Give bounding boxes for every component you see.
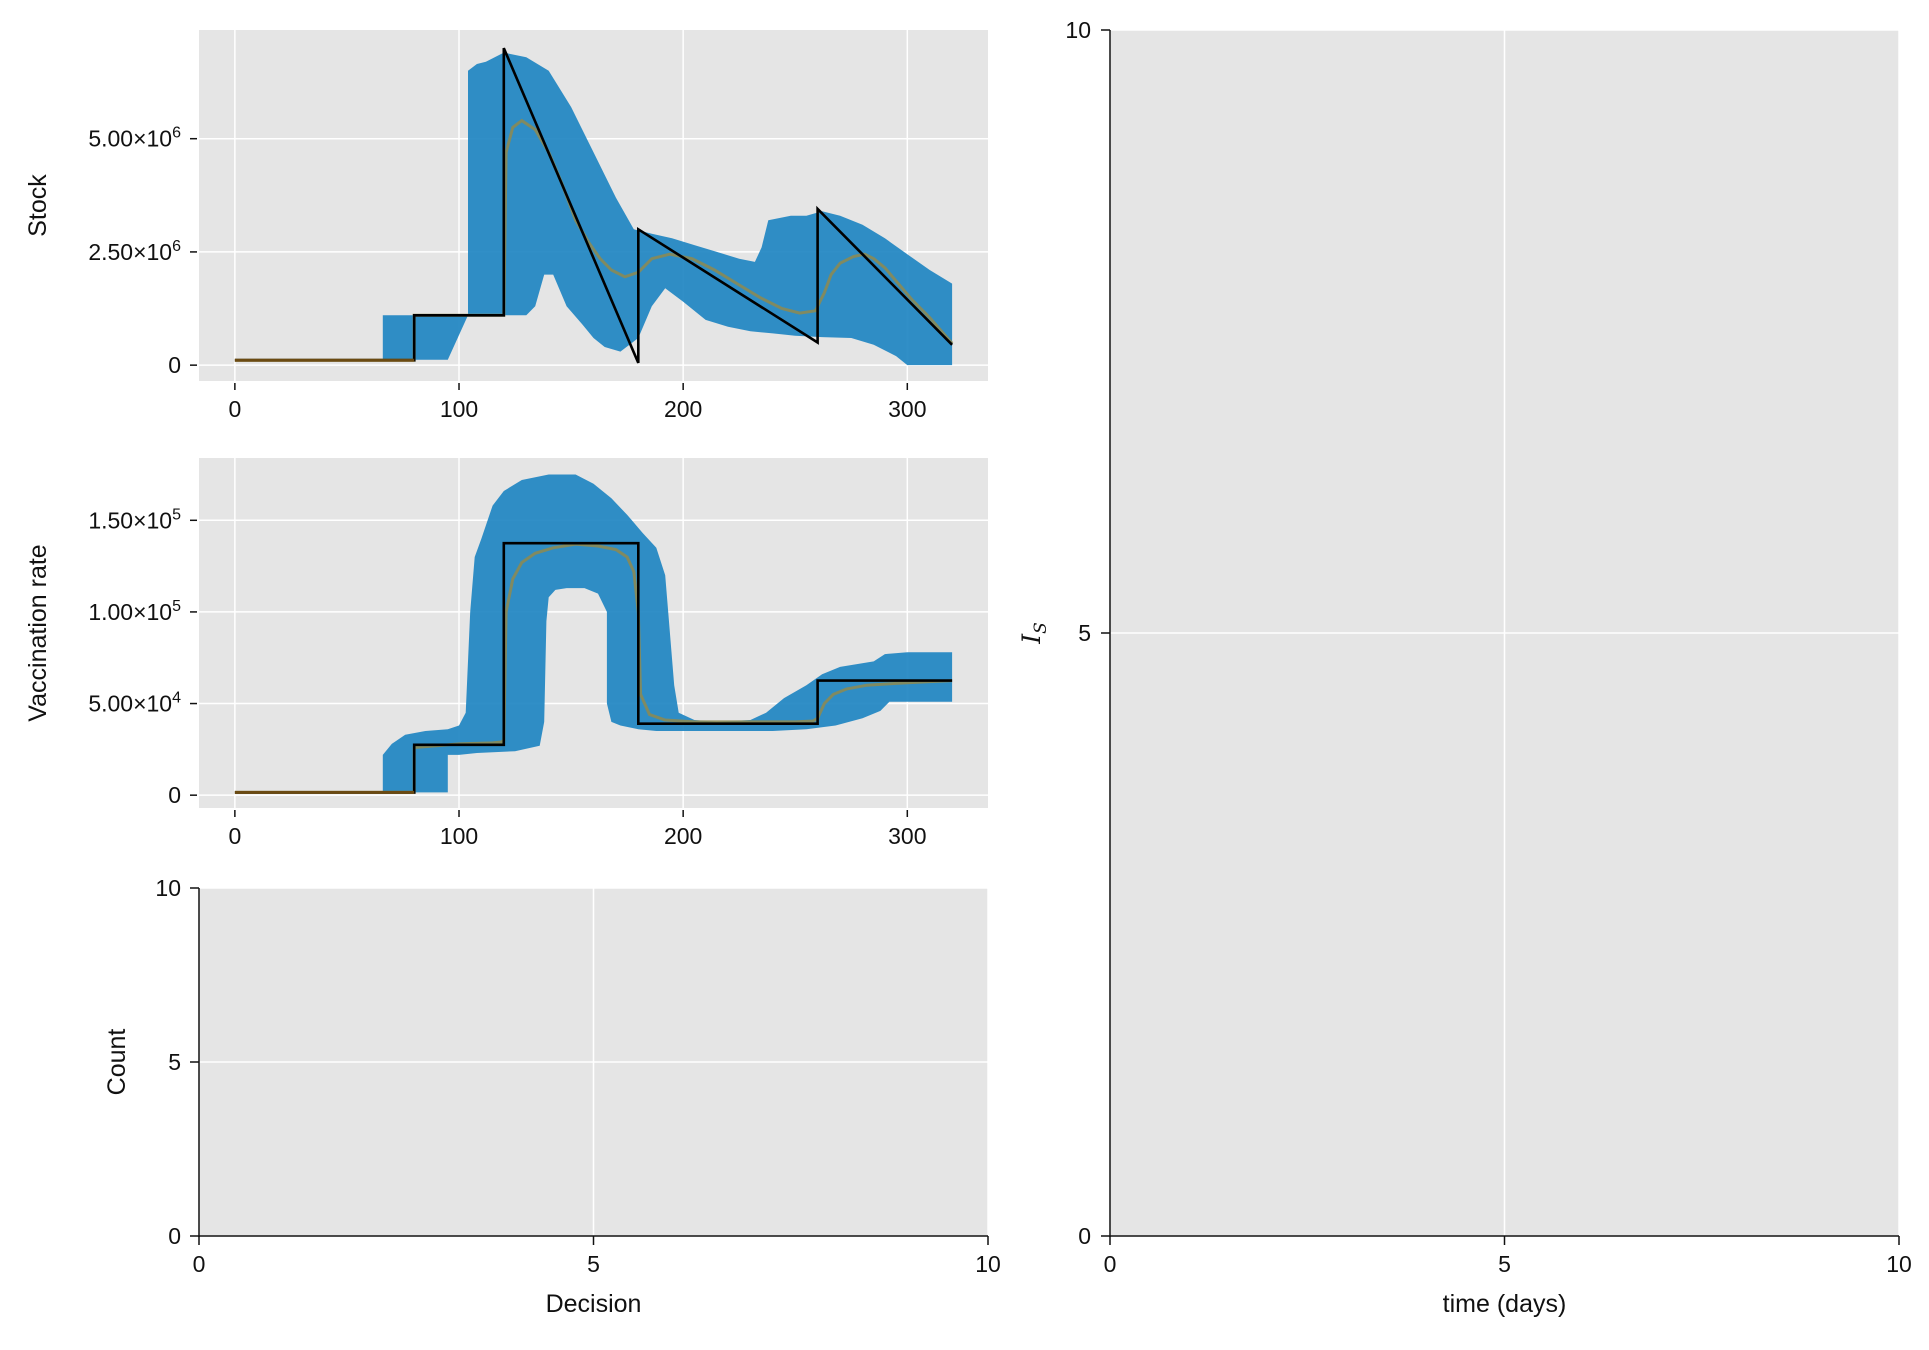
y-tick-label: 0 <box>168 352 181 378</box>
y-tick-base: 0 <box>168 1223 181 1249</box>
uncertainty-band <box>382 52 953 366</box>
y-tick-base: 5.00×10 <box>88 691 172 717</box>
y-tick-base: 0 <box>1078 1223 1091 1249</box>
plot-area <box>234 474 953 794</box>
x-tick-label: 0 <box>228 823 241 849</box>
x-tick-label: 10 <box>975 1251 1001 1277</box>
y-tick-base: 1.50×10 <box>88 507 172 533</box>
x-tick-label: 0 <box>193 1251 206 1277</box>
plot-area <box>234 47 954 366</box>
y-tick-exponent: 5 <box>172 506 181 523</box>
y-tick-base: 0 <box>168 782 181 808</box>
y-tick-base: 2.50×10 <box>88 239 172 265</box>
y-axis-label-subscript: S <box>1031 622 1051 634</box>
y-tick-base: 5 <box>1078 620 1091 646</box>
y-tick-base: 0 <box>168 352 181 378</box>
y-axis-label: Vaccination rate <box>24 544 52 721</box>
y-tick-exponent: 6 <box>172 238 181 255</box>
y-tick-label: 0 <box>168 1223 181 1249</box>
x-axis-label: Decision <box>546 1290 642 1318</box>
x-tick-label: 0 <box>228 396 241 422</box>
y-tick-label: 10 <box>1065 17 1091 43</box>
vaccination-rate-panel: 0 100 200 30005.00×1041.00×1051.50×105Vacci… <box>24 458 988 849</box>
x-tick-label: 5 <box>1498 1251 1511 1277</box>
y-tick-base: 5 <box>168 1049 181 1075</box>
y-axis-label: IS <box>1017 622 1051 645</box>
decision-line <box>234 47 954 364</box>
x-tick-label: 300 <box>888 396 926 422</box>
count-panel: 0 5 10 0 5 10 Count Decision <box>103 875 1001 1318</box>
y-tick-label: 1.50×105 <box>88 506 181 533</box>
y-tick-label: 5 <box>1078 620 1091 646</box>
x-tick-label: 100 <box>440 396 478 422</box>
median-line <box>234 542 953 794</box>
y-axis-label-base: I <box>1017 633 1046 645</box>
y-tick-exponent: 4 <box>172 690 181 707</box>
y-tick-label: 5.00×104 <box>88 690 181 717</box>
y-tick-label: 0 <box>168 782 181 808</box>
x-tick-label: 200 <box>664 396 702 422</box>
x-tick-label: 300 <box>888 823 926 849</box>
x-tick-label: 5 <box>587 1251 600 1277</box>
y-tick-base: 5.00×10 <box>88 126 172 152</box>
y-axis-label: Stock <box>24 174 52 237</box>
x-tick-label: 0 <box>1104 1251 1117 1277</box>
y-tick-base: 10 <box>155 875 181 901</box>
uncertainty-band <box>382 474 953 793</box>
y-tick-label: 5 <box>168 1049 181 1075</box>
x-axis-label: time (days) <box>1443 1290 1567 1318</box>
y-tick-base: 10 <box>1065 17 1091 43</box>
y-tick-label: 5.00×106 <box>88 125 181 152</box>
y-tick-label: 10 <box>155 875 181 901</box>
x-tick-label: 200 <box>664 823 702 849</box>
y-tick-label: 0 <box>1078 1223 1091 1249</box>
x-tick-label: 10 <box>1886 1251 1912 1277</box>
y-tick-exponent: 5 <box>172 598 181 615</box>
y-axis-label: Count <box>103 1029 131 1096</box>
y-tick-label: 1.00×105 <box>88 598 181 625</box>
decision-line <box>234 541 953 794</box>
y-tick-base: 1.00×10 <box>88 599 172 625</box>
y-tick-exponent: 6 <box>172 125 181 142</box>
y-tick-label: 2.50×106 <box>88 238 181 265</box>
x-tick-label: 100 <box>440 823 478 849</box>
